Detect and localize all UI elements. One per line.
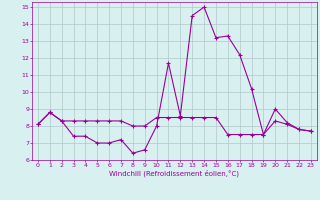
X-axis label: Windchill (Refroidissement éolien,°C): Windchill (Refroidissement éolien,°C) [109,169,239,177]
